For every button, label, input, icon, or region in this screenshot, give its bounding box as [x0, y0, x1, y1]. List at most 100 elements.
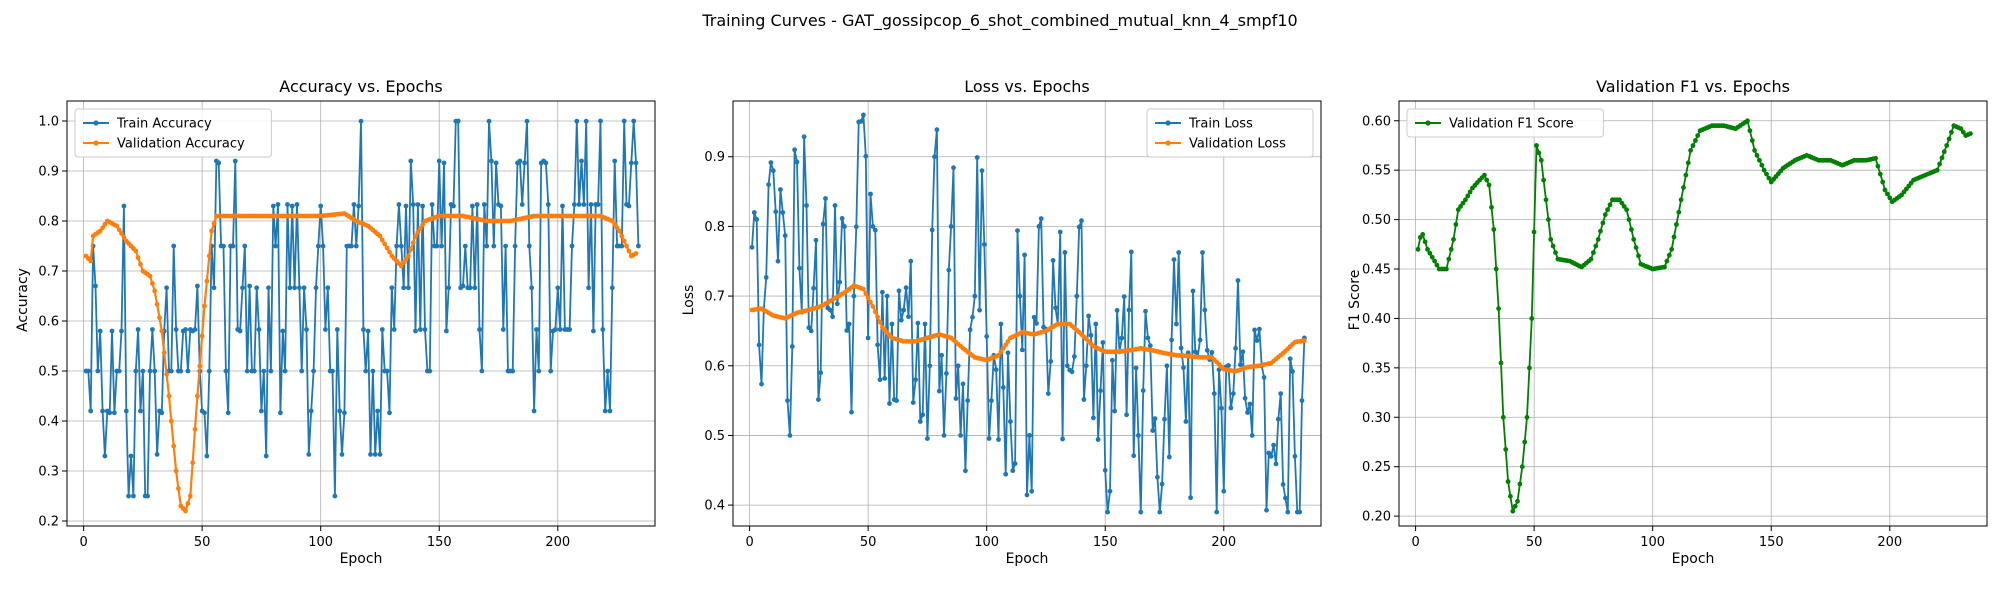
data-point — [1017, 293, 1023, 299]
data-point — [1636, 253, 1641, 259]
data-point — [325, 285, 331, 291]
data-point — [1685, 160, 1691, 166]
data-point — [455, 118, 461, 124]
data-point — [1671, 234, 1677, 240]
loss-chart: Loss vs. Epochs Epoch Loss 0 50 100 150 200 0… — [681, 77, 1322, 567]
data-point — [202, 303, 207, 309]
data-point — [204, 453, 210, 459]
data-point — [1605, 207, 1610, 213]
y-tick-label: 0.7 — [38, 265, 59, 280]
data-point — [1247, 401, 1253, 407]
data-point — [977, 307, 982, 313]
data-point — [1202, 307, 1208, 313]
data-point — [1121, 294, 1127, 299]
data-point — [1029, 488, 1035, 494]
data-point — [152, 368, 158, 374]
data-point — [1214, 509, 1220, 515]
data-point — [1695, 133, 1701, 139]
data-point — [1031, 314, 1037, 320]
data-point — [420, 222, 425, 228]
data-point — [1887, 195, 1893, 201]
data-point — [898, 317, 904, 323]
data-point — [1238, 362, 1243, 368]
data-point — [178, 368, 184, 374]
data-point — [119, 328, 124, 334]
f1-ylabel: F1 Score — [1347, 270, 1363, 331]
data-point — [1005, 339, 1011, 344]
data-point — [1493, 266, 1499, 272]
data-point — [173, 468, 179, 474]
data-point — [1968, 131, 1973, 137]
data-point — [100, 225, 105, 231]
data-point — [1484, 177, 1490, 183]
data-point — [232, 158, 238, 164]
data-point — [159, 328, 165, 334]
data-point — [1425, 246, 1430, 252]
data-point — [751, 210, 757, 215]
data-point — [1666, 252, 1672, 258]
data-point — [792, 147, 797, 153]
data-point — [1553, 250, 1558, 256]
data-point — [849, 409, 854, 415]
data-point — [875, 342, 880, 348]
data-point — [1178, 345, 1184, 351]
data-point — [1290, 369, 1295, 374]
data-point — [408, 246, 414, 252]
data-point — [1003, 342, 1009, 348]
data-point — [1079, 218, 1084, 224]
data-point — [863, 153, 869, 159]
y-tick-label: 0.20 — [1362, 510, 1391, 525]
data-point — [1688, 148, 1693, 153]
data-point — [1102, 467, 1108, 473]
legend-label: Validation Accuracy — [117, 137, 245, 152]
data-point — [1107, 488, 1113, 494]
data-point — [1633, 245, 1639, 251]
data-point — [785, 398, 790, 403]
data-point — [778, 187, 783, 192]
data-point — [865, 295, 871, 301]
data-point — [398, 263, 404, 269]
x-tick-label: 100 — [1640, 535, 1665, 550]
data-point — [1448, 246, 1454, 252]
data-point — [1034, 321, 1039, 326]
data-point — [204, 278, 210, 284]
data-point — [1505, 479, 1511, 484]
data-point — [368, 452, 373, 457]
data-point — [1060, 436, 1065, 442]
y-tick-label: 0.45 — [1362, 263, 1391, 278]
data-point — [1543, 197, 1549, 203]
data-point — [844, 328, 850, 333]
y-tick-label: 0.8 — [38, 215, 59, 230]
data-point — [403, 203, 409, 209]
data-point — [1095, 437, 1101, 442]
data-point — [1190, 288, 1196, 294]
data-point — [100, 408, 105, 414]
series-train-loss — [749, 112, 1307, 515]
data-point — [259, 408, 264, 414]
data-point — [1527, 365, 1532, 371]
data-point — [379, 327, 385, 332]
data-point — [1541, 177, 1546, 183]
x-tick-label: 100 — [974, 535, 999, 550]
data-point — [183, 508, 188, 514]
data-point — [1453, 222, 1459, 227]
data-point — [1128, 249, 1134, 255]
data-point — [1512, 503, 1518, 509]
x-tick-label: 50 — [860, 535, 877, 550]
data-point — [1522, 439, 1528, 445]
axes-frame — [1398, 100, 1988, 527]
data-point — [88, 408, 94, 414]
data-point — [1752, 148, 1757, 153]
data-point — [1287, 356, 1293, 362]
data-point — [605, 368, 610, 374]
data-point — [97, 228, 103, 234]
data-point — [1143, 308, 1148, 314]
data-point — [1678, 197, 1684, 203]
data-point — [242, 243, 248, 249]
data-point — [1027, 433, 1032, 438]
data-point — [808, 328, 814, 334]
data-point — [206, 253, 212, 259]
data-point — [1273, 461, 1279, 467]
data-point — [1211, 391, 1217, 396]
data-point — [168, 418, 174, 424]
